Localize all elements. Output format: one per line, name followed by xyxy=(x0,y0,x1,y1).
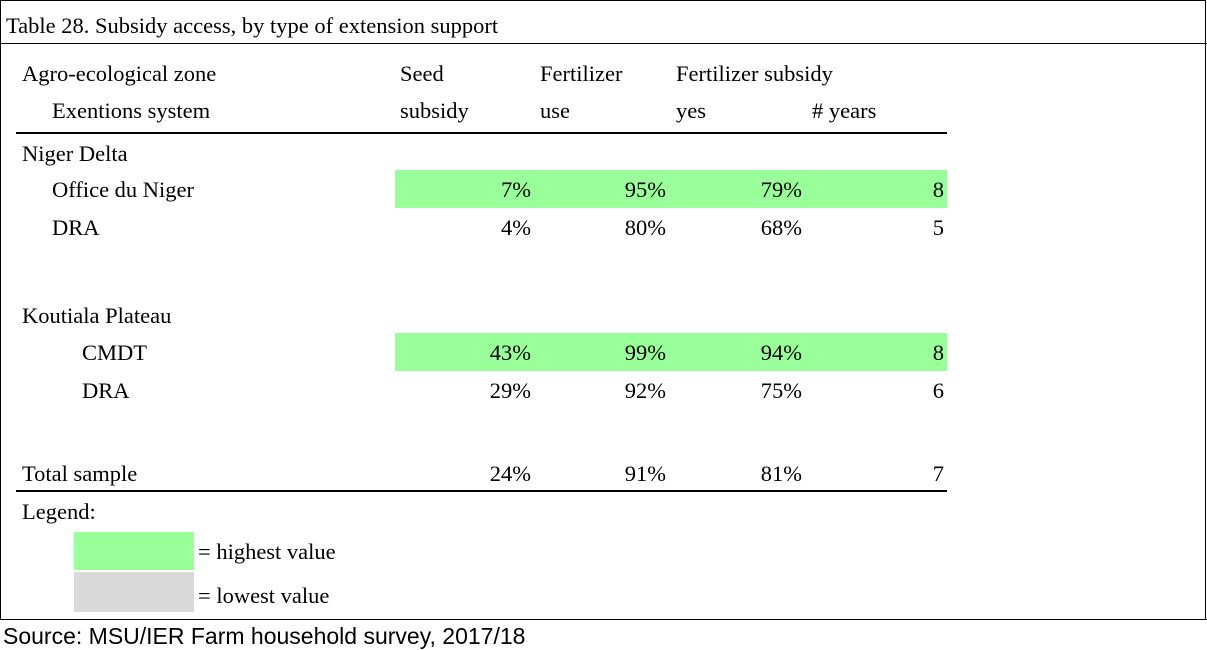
legend-lowest-label: = lowest value xyxy=(198,583,330,608)
header-fertilizer-use: use xyxy=(540,98,570,123)
cell-subsidy-yes: 68% xyxy=(760,215,802,240)
legend-title: Legend: xyxy=(22,499,96,524)
cell-seed-subsidy: 43% xyxy=(489,340,531,365)
header-years: # years xyxy=(812,98,877,123)
cell-seed-subsidy: 4% xyxy=(501,215,531,240)
header-subsidy-yes: yes xyxy=(676,98,706,123)
header-rule xyxy=(16,132,947,134)
cell-fertilizer-use: 92% xyxy=(624,378,666,403)
total-fertilizer-use: 91% xyxy=(624,461,666,486)
total-label: Total sample xyxy=(22,461,138,486)
cell-subsidy-yes: 79% xyxy=(760,177,802,202)
cell-fertilizer-use: 95% xyxy=(624,177,666,202)
row-label: Office du Niger xyxy=(52,177,195,202)
cell-years: 8 xyxy=(932,177,944,202)
group-label-niger-delta: Niger Delta xyxy=(22,141,128,166)
legend-highest-label: = highest value xyxy=(198,539,336,564)
row-label: CMDT xyxy=(82,340,148,365)
row-label: DRA xyxy=(82,378,130,403)
cell-years: 6 xyxy=(932,378,944,403)
cell-seed-subsidy: 29% xyxy=(489,378,531,403)
header-seed-subsidy: subsidy xyxy=(400,98,469,123)
group-label-koutiala-plateau: Koutiala Plateau xyxy=(22,303,172,328)
row-label: DRA xyxy=(52,215,100,240)
header-seed: Seed xyxy=(400,61,444,86)
table-frame xyxy=(0,0,1206,620)
header-extension-system: Exentions system xyxy=(52,98,211,123)
cell-fertilizer-use: 99% xyxy=(624,340,666,365)
cell-seed-subsidy: 7% xyxy=(501,177,531,202)
header-fertilizer-subsidy: Fertilizer subsidy xyxy=(676,61,833,86)
total-years: 7 xyxy=(932,461,944,486)
cell-fertilizer-use: 80% xyxy=(624,215,666,240)
source-note: Source: MSU/IER Farm household survey, 2… xyxy=(3,623,526,649)
total-seed-subsidy: 24% xyxy=(489,461,531,486)
cell-subsidy-yes: 94% xyxy=(760,340,802,365)
table-bottom-border xyxy=(0,619,1207,620)
legend-swatch-lowest xyxy=(74,572,194,612)
total-rule xyxy=(16,490,947,492)
legend-swatch-highest xyxy=(74,532,194,570)
cell-years: 8 xyxy=(932,340,944,365)
header-agro-zone: Agro-ecological zone xyxy=(22,61,217,86)
highlight-highest-row xyxy=(395,333,947,371)
cell-subsidy-yes: 75% xyxy=(760,378,802,403)
table-title: Table 28. Subsidy access, by type of ext… xyxy=(6,13,499,38)
total-subsidy-yes: 81% xyxy=(760,461,802,486)
title-divider xyxy=(0,43,1207,44)
cell-years: 5 xyxy=(932,215,944,240)
highlight-highest-row xyxy=(395,170,947,208)
header-fertilizer: Fertilizer xyxy=(540,61,623,86)
